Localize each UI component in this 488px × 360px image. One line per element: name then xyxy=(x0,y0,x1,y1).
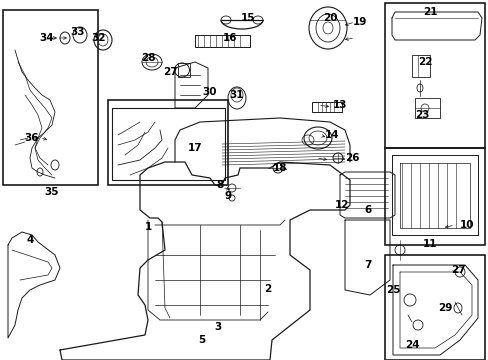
Text: 17: 17 xyxy=(187,143,202,153)
Text: 27: 27 xyxy=(450,265,465,275)
Bar xyxy=(384,255,484,360)
Bar xyxy=(311,102,341,112)
Bar xyxy=(384,148,484,245)
Bar xyxy=(108,100,227,185)
Bar xyxy=(3,10,98,185)
Text: 33: 33 xyxy=(71,27,85,37)
Text: 25: 25 xyxy=(385,285,400,295)
Bar xyxy=(178,63,190,77)
Text: 23: 23 xyxy=(414,110,428,120)
Text: 31: 31 xyxy=(229,90,244,100)
Text: 6: 6 xyxy=(364,205,371,215)
Text: 35: 35 xyxy=(45,187,59,197)
Text: 20: 20 xyxy=(322,13,337,23)
Text: 10: 10 xyxy=(459,220,473,230)
Bar xyxy=(195,35,249,47)
Text: 7: 7 xyxy=(364,260,371,270)
Text: 19: 19 xyxy=(352,17,366,27)
Text: 21: 21 xyxy=(422,7,436,17)
Bar xyxy=(414,98,439,118)
Text: 24: 24 xyxy=(404,340,418,350)
Bar xyxy=(384,3,484,148)
Text: 8: 8 xyxy=(216,180,223,190)
Text: 36: 36 xyxy=(25,133,39,143)
Text: 14: 14 xyxy=(324,130,339,140)
Text: 28: 28 xyxy=(141,53,155,63)
Text: 32: 32 xyxy=(92,33,106,43)
Text: 30: 30 xyxy=(203,87,217,97)
Text: 13: 13 xyxy=(332,100,346,110)
Text: 12: 12 xyxy=(334,200,348,210)
Text: 29: 29 xyxy=(437,303,451,313)
Text: 18: 18 xyxy=(272,163,286,173)
Text: 26: 26 xyxy=(344,153,359,163)
Text: 34: 34 xyxy=(40,33,54,43)
Text: 15: 15 xyxy=(240,13,255,23)
Text: 16: 16 xyxy=(223,33,237,43)
Text: 27: 27 xyxy=(163,67,177,77)
Text: 3: 3 xyxy=(214,322,221,332)
Text: 11: 11 xyxy=(422,239,436,249)
Bar xyxy=(411,55,429,77)
Text: 5: 5 xyxy=(198,335,205,345)
Text: 22: 22 xyxy=(417,57,431,67)
Text: 4: 4 xyxy=(26,235,34,245)
Text: 2: 2 xyxy=(264,284,271,294)
Text: 9: 9 xyxy=(224,191,231,201)
Text: 1: 1 xyxy=(144,222,151,232)
